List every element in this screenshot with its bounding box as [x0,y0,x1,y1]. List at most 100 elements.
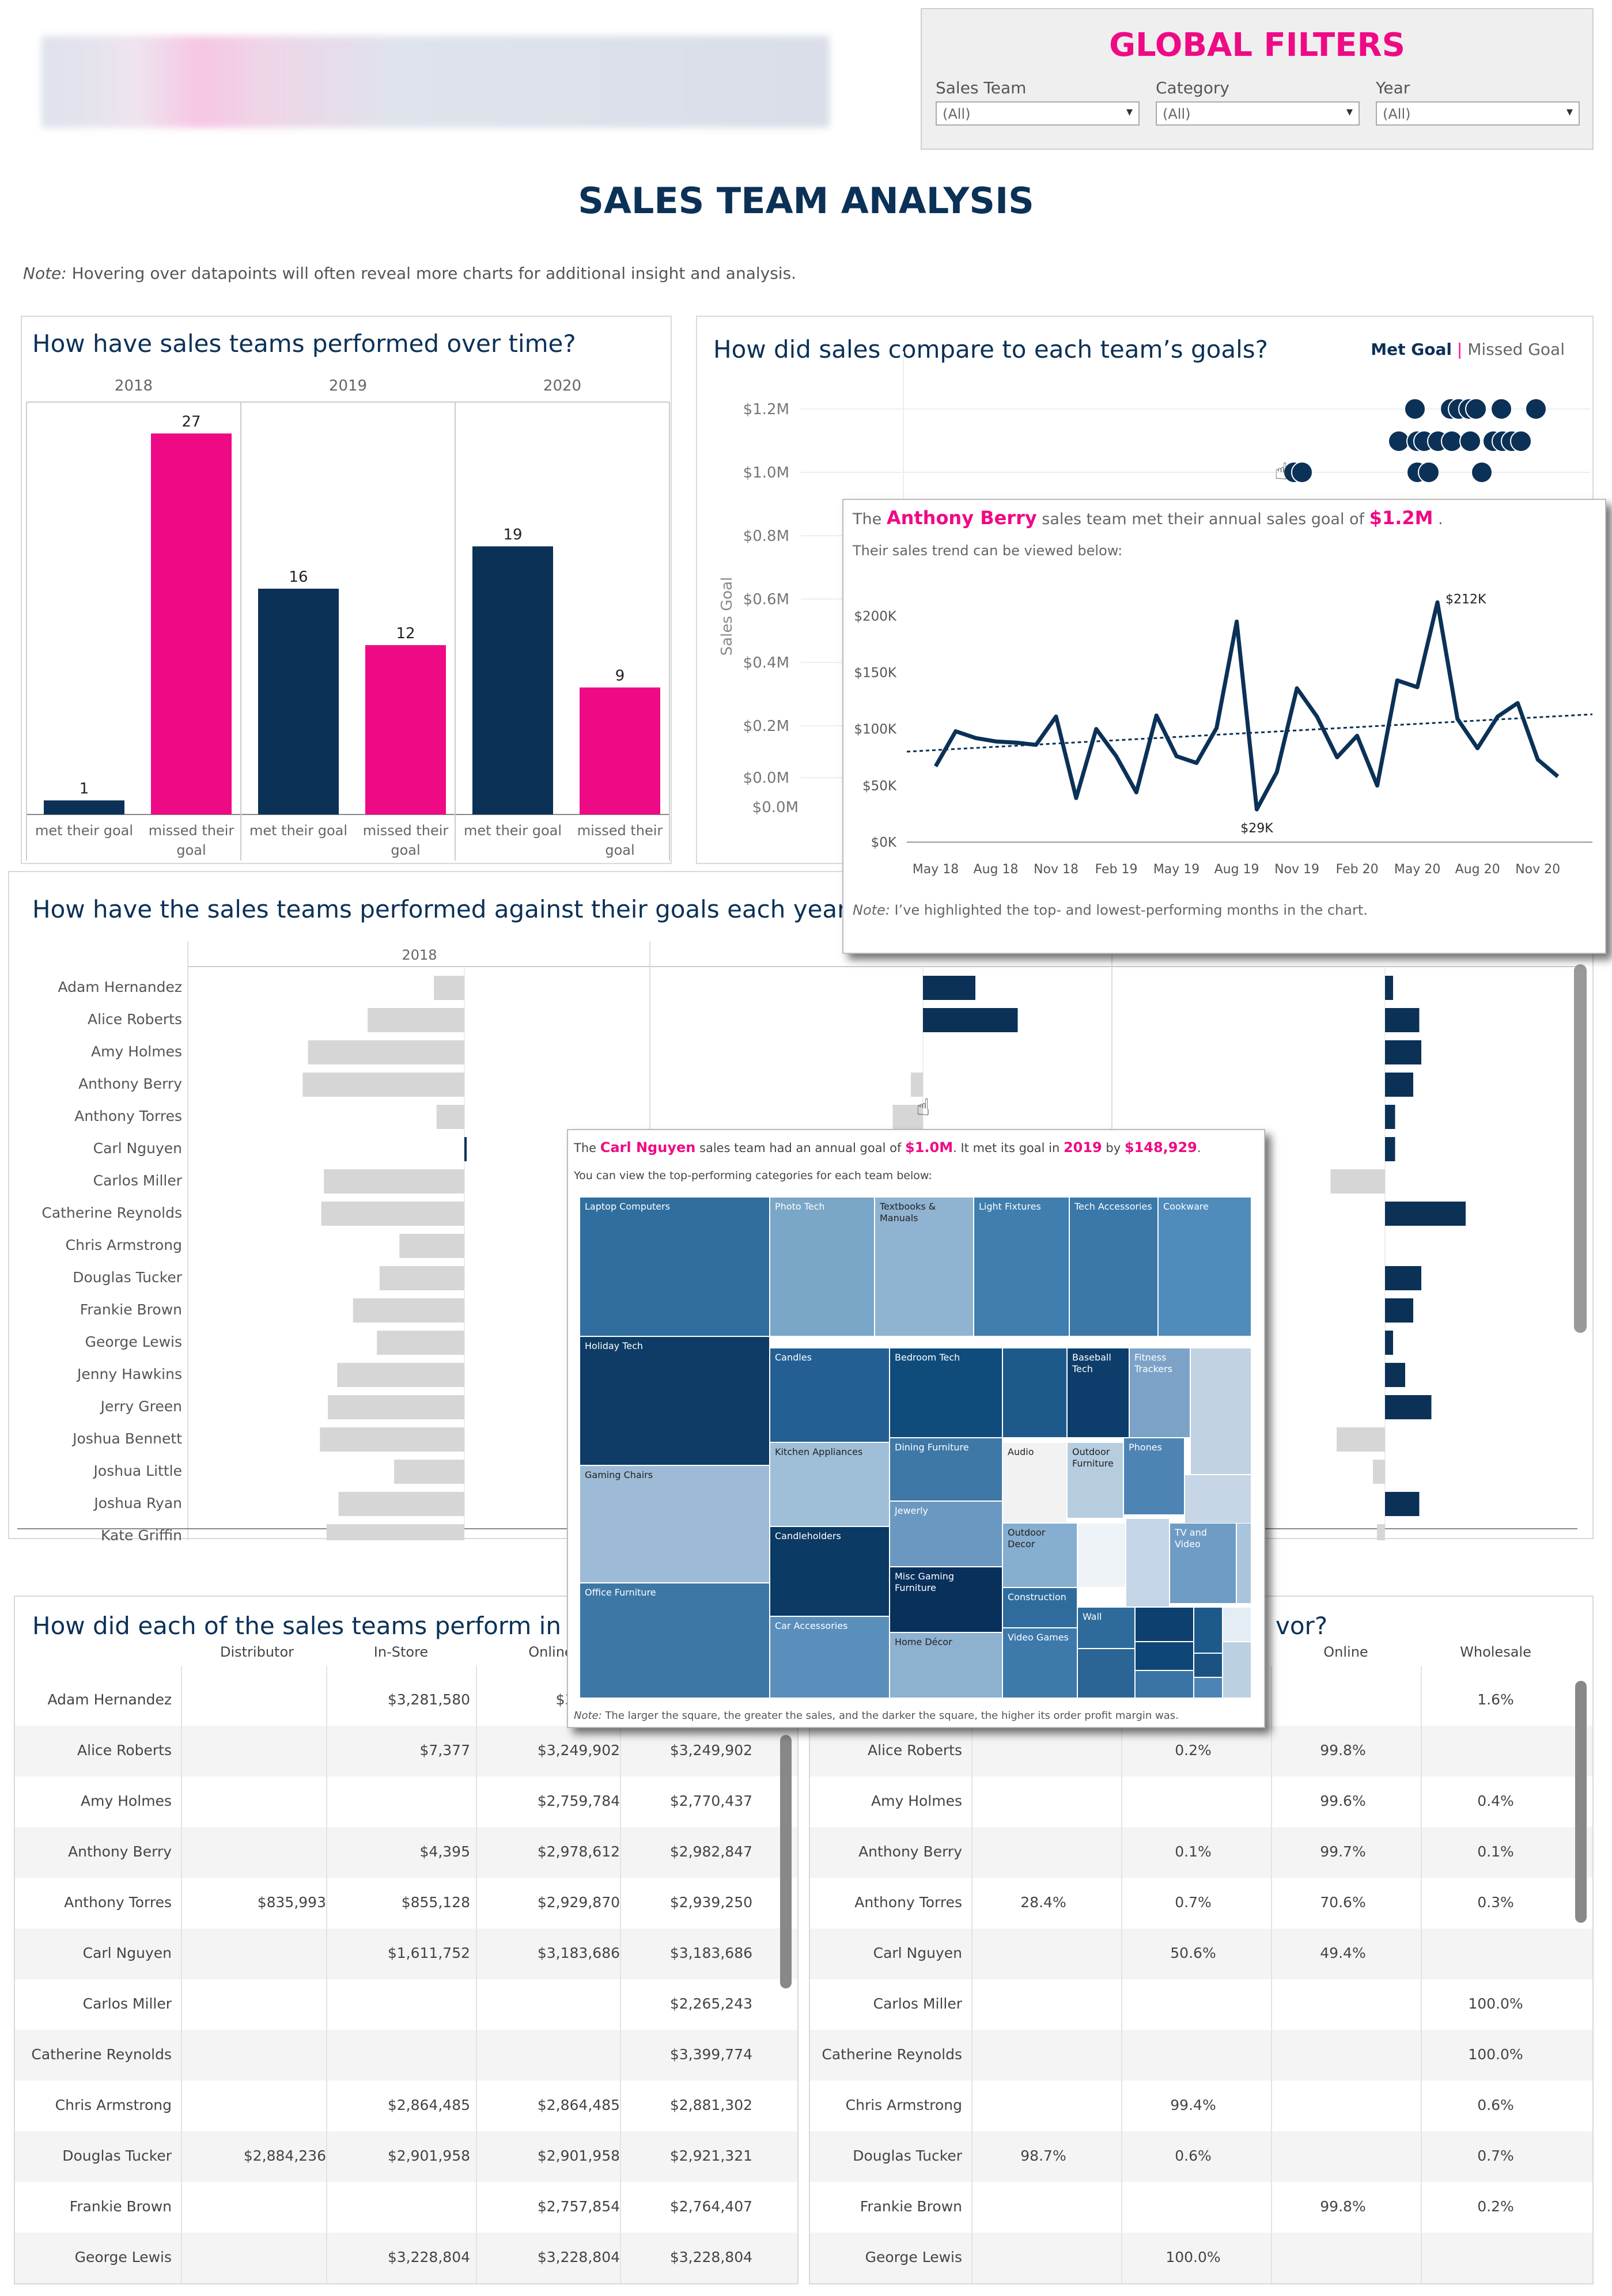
treemap-tile: Textbooks & Manuals [875,1197,974,1336]
y-tick-label: $0K [871,835,897,850]
column-header: Online [1323,1644,1368,1660]
filter-select-sales-team[interactable]: (All) ▾ [936,101,1140,126]
tooltip2-note-prefix: Note: [574,1710,602,1722]
team-label: Catherine Reynolds [41,1204,182,1221]
bar-2019 [923,1008,1018,1032]
treemap-tile: Bedroom Tech [890,1348,1002,1438]
column-divider [476,1666,477,2283]
table-cell: Alice Roberts [77,1742,172,1759]
goal-point [1525,398,1547,420]
x-tick-label: Feb 19 [1095,862,1138,877]
table-cell: 100.0% [1468,1995,1523,2012]
x-tick-label: Nov 18 [1034,862,1079,877]
treemap-tile [1223,1642,1251,1698]
bar-2019 [892,1105,923,1129]
table-cell: $3,281,580 [387,1691,470,1708]
table-cell: 1.6% [1477,1691,1514,1708]
table-cell: 0.7% [1477,2147,1514,2164]
bar-value-label: 12 [396,625,415,642]
scrollbar[interactable] [1575,1681,1587,1923]
y-tick-label: $0.4M [743,654,789,672]
table-cell: 99.4% [1170,2097,1216,2113]
table-cell: Carlos Miller [873,1995,962,2012]
bar-2018 [324,1169,464,1194]
tooltip1-note-prefix: Note: [853,902,890,918]
column-header: Online [528,1644,573,1660]
bar-2020 [1385,1298,1413,1323]
table-cell: Anthony Berry [858,1843,962,1860]
y-tick-label: $0.2M [743,718,789,735]
treemap-tile: Misc Gaming Furniture [890,1567,1002,1632]
table-cell: $3,228,804 [387,2249,470,2265]
global-filters-title: GLOBAL FILTERS [1109,26,1405,64]
tooltip1-mid: sales team met their annual sales goal o… [1036,510,1369,528]
treemap-tile [1236,1523,1251,1604]
global-filters-panel: GLOBAL FILTERS Sales Team (All) ▾ Categor… [921,8,1594,150]
table-cell: Frankie Brown [69,2198,172,2215]
table-cell: Adam Hernandez [47,1691,172,1708]
table-row-stripe [810,2131,1592,2182]
table-cell: $2,921,321 [669,2147,752,2164]
bar-2020 [1385,1331,1393,1355]
table-cell: 0.4% [1477,1793,1514,1809]
bar-2020 [1385,1266,1421,1290]
table-cell: Anthony Torres [854,1894,962,1911]
treemap-tile [1126,1518,1170,1607]
bar-2018 [320,1427,464,1452]
filter-value: (All) [1163,106,1191,122]
sales-trend-line [933,600,1560,812]
bar-2020 [1385,1073,1413,1097]
x-tick-label: Aug 19 [1214,862,1259,877]
bar [472,546,553,814]
bar-2020 [1377,1524,1385,1540]
treemap-tile: Outdoor Furniture [1067,1442,1123,1518]
bar-2018 [353,1298,464,1323]
table-row-stripe [15,1726,797,1776]
goal-point [1490,398,1512,420]
legend-separator: | [1456,340,1463,359]
bar-value-label: 19 [503,526,522,544]
panel5-title-tail: vor? [1276,1612,1328,1640]
y-tick-label: $0.8M [743,528,789,545]
tooltip2-subline: You can view the top-performing categori… [574,1169,932,1182]
scrollbar[interactable] [780,1735,792,1988]
bar-2018 [464,1137,467,1161]
table-cell: Amy Holmes [81,1793,172,1809]
table-row-stripe [15,1827,797,1878]
table-row-stripe [15,2233,797,2283]
x-tick-label: Feb 20 [1336,862,1379,877]
team-label: Douglas Tucker [73,1269,183,1286]
tooltip2-mid1: sales team had an annual goal of [695,1141,906,1155]
team-label: Amy Holmes [91,1043,182,1060]
y-tick-label: $0.0M [743,770,789,787]
bar-value-label: 27 [181,414,200,431]
table-cell: Douglas Tucker [62,2147,172,2164]
tooltip1-post: . [1433,510,1443,528]
panel3-title: How have the sales teams performed again… [32,895,860,923]
table-cell: $2,864,485 [387,2097,470,2113]
treemap-tile [1194,1607,1223,1653]
table-cell: $2,884,236 [243,2147,326,2164]
bar-2020 [1385,1008,1420,1032]
column-divider [971,1666,973,2283]
tooltip-anthony-berry: The Anthony Berry sales team met their a… [842,499,1606,954]
filter-select-category[interactable]: (All) ▾ [1156,101,1360,126]
treemap-tile [1077,1523,1126,1588]
filter-select-year[interactable]: (All) ▾ [1376,101,1580,126]
treemap-tile: Candles [770,1348,890,1442]
goal-point [1291,461,1313,483]
goal-point [1418,461,1440,483]
bar-2018 [436,1105,464,1129]
page-note: Note: Hovering over datapoints will ofte… [23,264,796,283]
table-cell: $7,377 [419,1742,470,1759]
performance-bar-chart: 2018 1 met their goal 27 missed their goal 201… [26,377,670,861]
tooltip-carl-nguyen: The Carl Nguyen sales team had an annual… [567,1129,1265,1728]
team-label: Chris Armstrong [66,1237,182,1253]
year-header: 2018 [402,947,437,963]
table-cell: 0.1% [1477,1843,1514,1860]
scrollbar[interactable] [1574,964,1587,1333]
team-label: Jenny Hawkins [76,1366,182,1382]
bar-value-label: 1 [80,781,89,798]
bar-2020 [1385,1105,1395,1129]
table-cell: 50.6% [1170,1945,1216,1961]
